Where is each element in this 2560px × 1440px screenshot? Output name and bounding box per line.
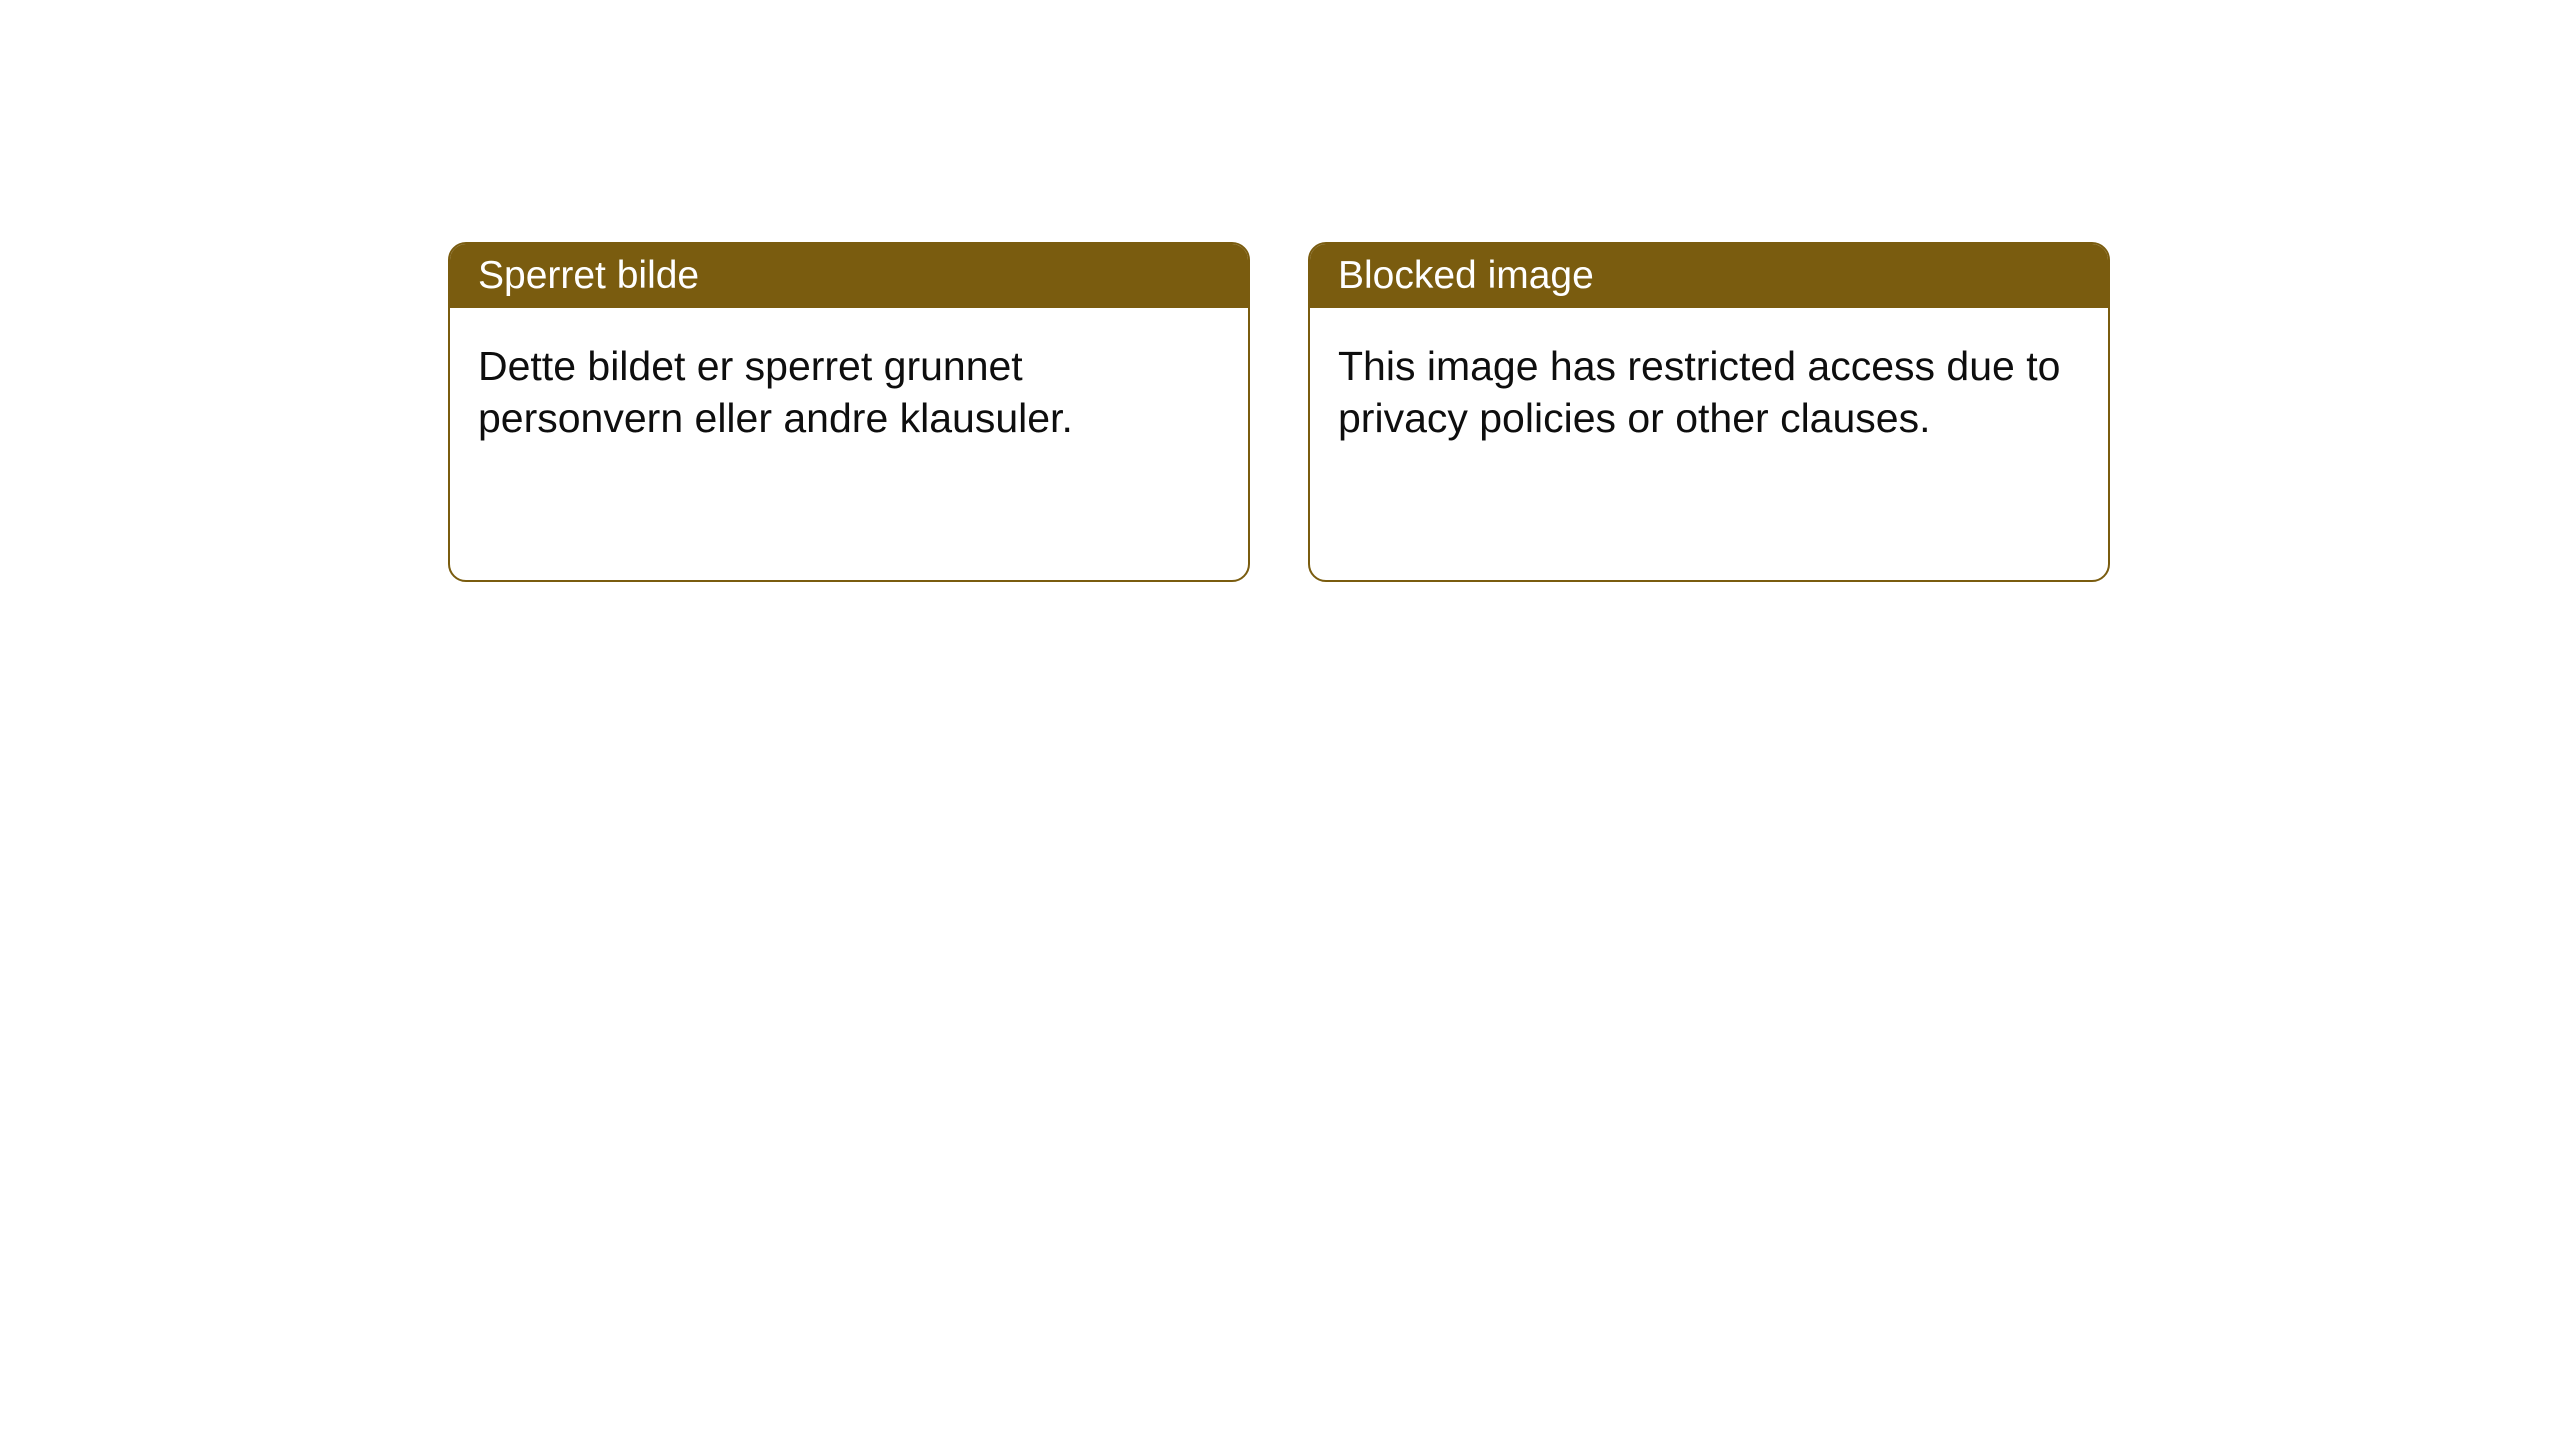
notice-card-body: Dette bildet er sperret grunnet personve…: [450, 308, 1248, 580]
notice-card-body: This image has restricted access due to …: [1310, 308, 2108, 580]
notice-card-title: Blocked image: [1310, 244, 2108, 308]
notice-cards-container: Sperret bilde Dette bildet er sperret gr…: [448, 242, 2110, 582]
notice-card-title: Sperret bilde: [450, 244, 1248, 308]
notice-card-english: Blocked image This image has restricted …: [1308, 242, 2110, 582]
notice-card-norwegian: Sperret bilde Dette bildet er sperret gr…: [448, 242, 1250, 582]
